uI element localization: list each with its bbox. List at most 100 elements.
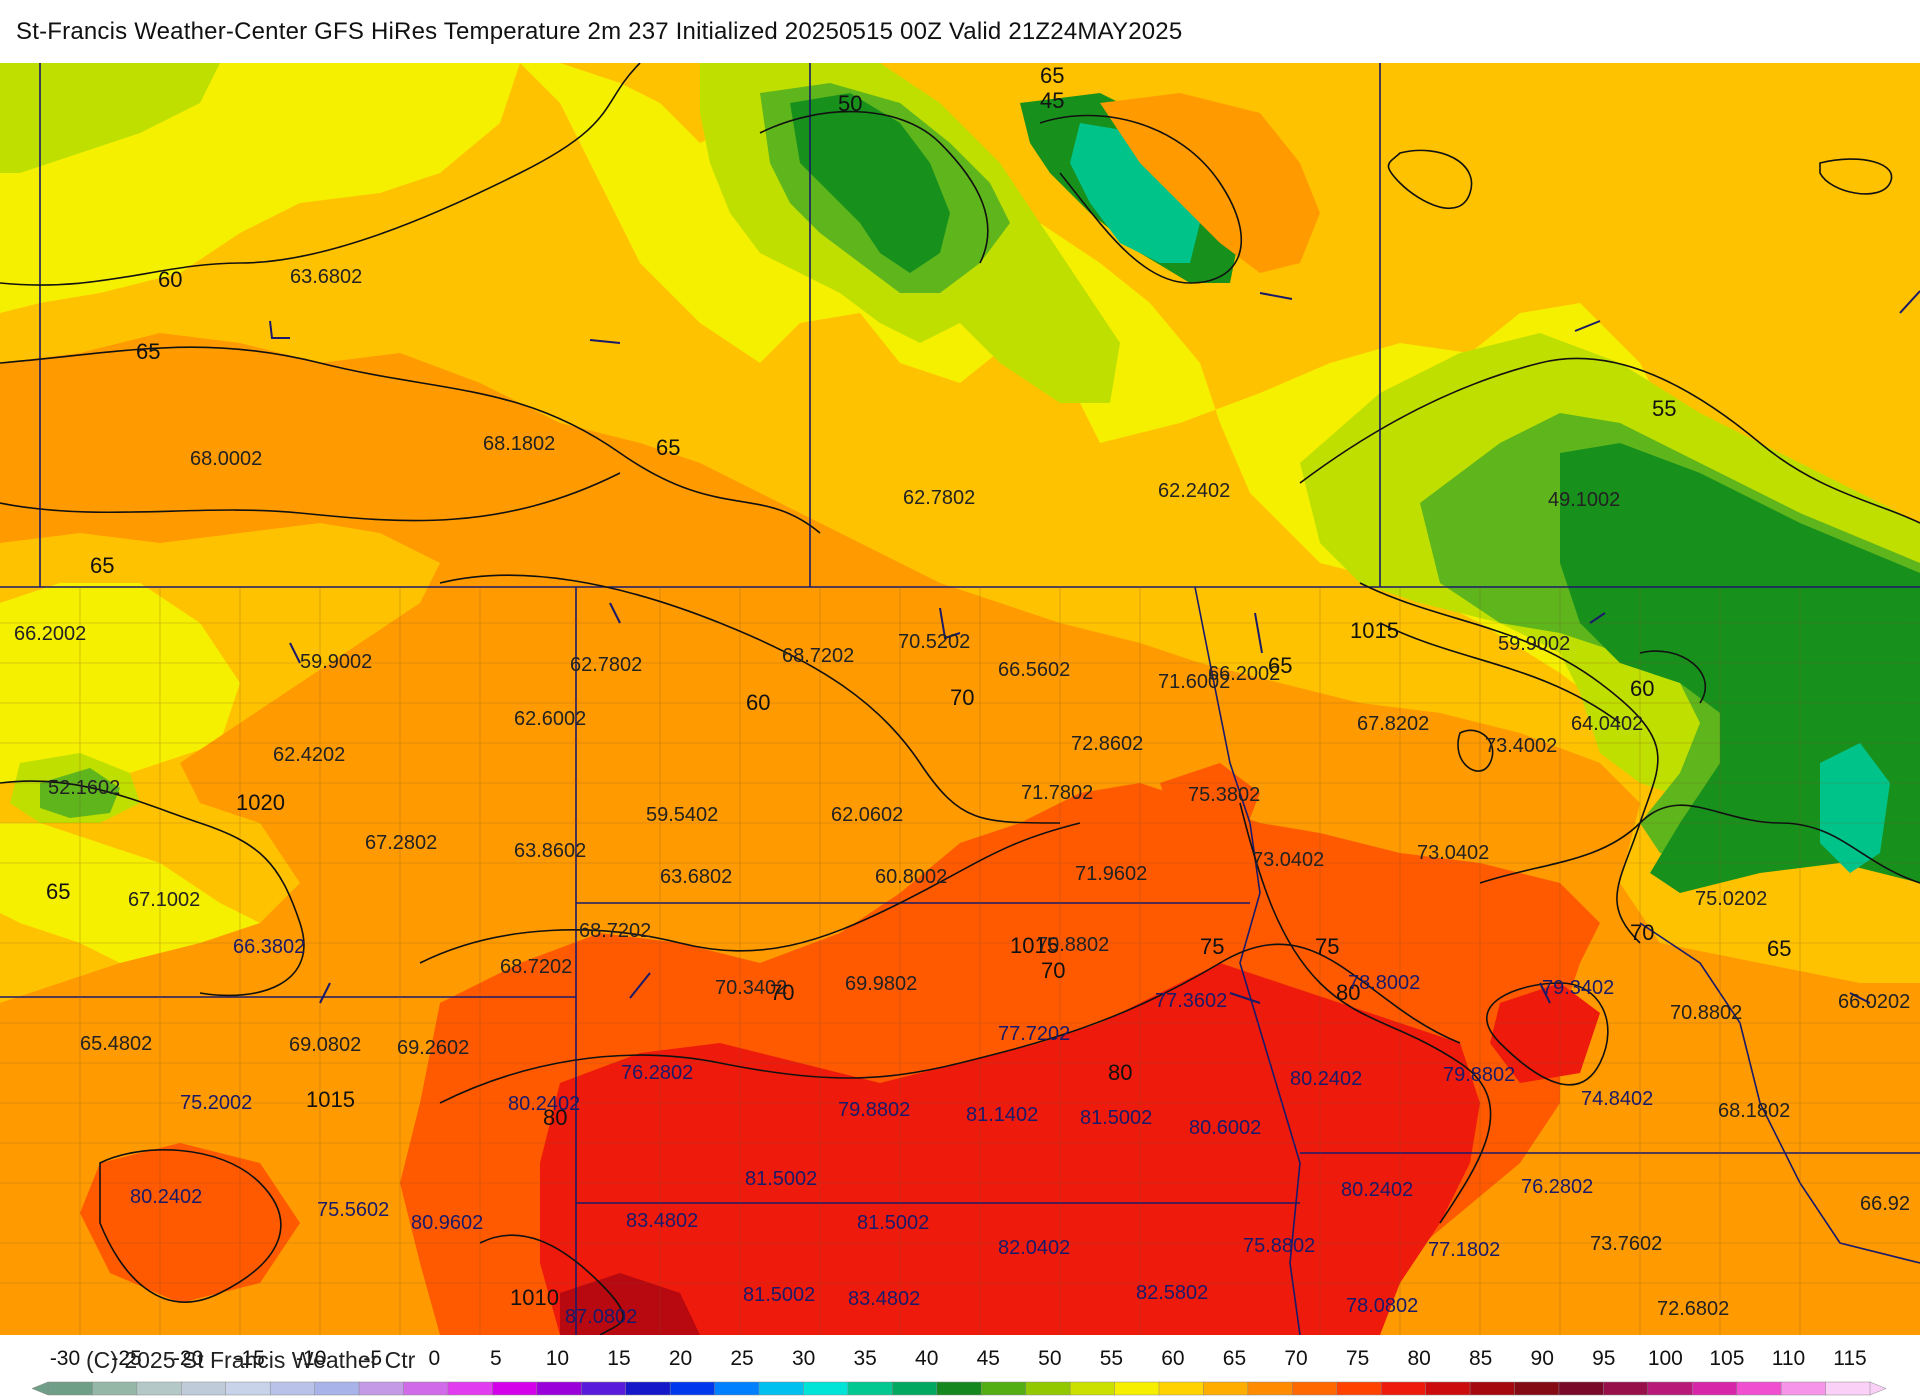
temp-band-80-mid	[1160, 763, 1260, 843]
value-label: 68.7202	[579, 920, 651, 942]
legend-tick-label: 60	[1161, 1347, 1184, 1370]
value-label: 77.1802	[1428, 1239, 1500, 1261]
value-label: 79.8802	[1443, 1064, 1515, 1086]
legend-swatch	[1825, 1381, 1871, 1396]
legend-swatch	[758, 1381, 805, 1396]
isotherm-label: 1015	[1350, 618, 1399, 643]
value-label: 78.0802	[1346, 1295, 1418, 1317]
value-label: 71.6002	[1158, 671, 1230, 693]
legend-tick-label: 45	[977, 1347, 1000, 1370]
value-label: 66.2002	[1208, 663, 1280, 685]
value-label: 52.1602	[48, 777, 120, 799]
value-label: 68.7202	[500, 956, 572, 978]
legend-swatch	[1114, 1381, 1160, 1396]
value-label: 77.7202	[998, 1023, 1070, 1045]
legend-swatch	[1469, 1381, 1516, 1396]
isotherm-label: 70	[1041, 958, 1065, 983]
isotherm-label: 80	[1336, 980, 1360, 1005]
isotherm-label: 65	[1040, 63, 1064, 88]
isotherm-label: 65	[136, 339, 160, 364]
legend-swatch	[492, 1381, 538, 1396]
temp-band-90	[560, 1273, 700, 1335]
value-label: 65.4802	[80, 1033, 152, 1055]
temperature-map: 65 50 45 60 65 65 65 55 60 60 1015 65 70…	[0, 63, 1920, 1335]
value-label: 83.4802	[626, 1210, 698, 1232]
value-label: 68.0002	[190, 448, 262, 470]
isotherm-label: 50	[838, 91, 862, 116]
temp-band-65-west	[0, 583, 240, 783]
legend-tick-label: 95	[1592, 1347, 1615, 1370]
value-label: 70.3402	[715, 977, 787, 999]
legend-swatch	[892, 1381, 938, 1396]
legend-swatch	[625, 1381, 671, 1396]
isotherm-label: 80	[1108, 1060, 1132, 1085]
legend-swatch	[581, 1381, 627, 1396]
value-label: 80.2402	[130, 1186, 202, 1208]
legend-tick-label: 30	[792, 1347, 815, 1370]
isotherm-label: 45	[1040, 88, 1064, 113]
legend-tick-label: 65	[1223, 1347, 1246, 1370]
legend-swatch	[1780, 1381, 1827, 1396]
legend-swatch	[447, 1381, 494, 1396]
isotherm-label: 70	[950, 685, 974, 710]
value-label: 63.8602	[514, 840, 586, 862]
value-label: 67.1002	[128, 889, 200, 911]
isotherm-label: 60	[158, 267, 182, 292]
value-label: 80.2402	[1341, 1179, 1413, 1201]
value-label: 73.4002	[1485, 735, 1557, 757]
legend-swatch	[536, 1381, 583, 1396]
legend-tick-label: -20	[173, 1347, 203, 1370]
value-label: 82.5802	[1136, 1282, 1208, 1304]
isotherm-label: 1015	[1010, 933, 1059, 958]
value-label: 66.3802	[233, 936, 305, 958]
value-label: 79.8802	[838, 1099, 910, 1121]
legend-tick-label: 85	[1469, 1347, 1492, 1370]
color-scale-legend: -30 -25 -20 -15 -10 -5 0 5 10 15 20 25 30 35 40 45 50 55 6…	[31, 1347, 1887, 1396]
value-label: 59.9002	[1498, 633, 1570, 655]
legend-swatch	[1158, 1381, 1205, 1396]
value-label: 62.7802	[570, 654, 642, 676]
value-label: 63.6802	[660, 866, 732, 888]
isotherm-lines	[0, 63, 1920, 1335]
temp-band-85-east	[1490, 983, 1600, 1083]
legend-tick-label: 0	[428, 1347, 440, 1370]
legend-swatch	[1292, 1381, 1338, 1396]
value-label: 76.2802	[1521, 1176, 1593, 1198]
temp-band-50-north	[790, 93, 950, 273]
legend-tick-label: -5	[363, 1347, 382, 1370]
legend-tick-label: 20	[669, 1347, 692, 1370]
isotherm-label: 65	[1767, 936, 1791, 961]
temperature-value-labels: 63.6802 68.0002 68.1802 62.7802 62.2402 …	[14, 266, 1910, 1328]
legend-swatch	[92, 1381, 138, 1396]
legend-swatch	[269, 1381, 316, 1396]
value-label: 78.8002	[1348, 972, 1420, 994]
temp-band-45-east	[1820, 743, 1890, 873]
legend-swatch	[225, 1381, 271, 1396]
value-label: 75.0202	[1695, 888, 1767, 910]
legend-swatch	[1247, 1381, 1294, 1396]
value-label: 67.8202	[1357, 713, 1429, 735]
legend-swatch	[1514, 1381, 1560, 1396]
isotherm-label: 55	[1652, 396, 1676, 421]
legend-swatch	[669, 1381, 716, 1396]
value-label: 68.7202	[782, 645, 854, 667]
legend-tick-label: 80	[1407, 1347, 1430, 1370]
legend-tick-label: 75	[1346, 1347, 1369, 1370]
value-label: 79.3402	[1542, 977, 1614, 999]
wind-barbs	[269, 290, 1920, 1004]
value-label: 68.1802	[1718, 1100, 1790, 1122]
legend-swatch	[1025, 1381, 1071, 1396]
value-label: 59.5402	[646, 804, 718, 826]
value-label: 49.1002	[1548, 489, 1620, 511]
value-label: 82.0402	[998, 1237, 1070, 1259]
legend-tick-labels: -30 -25 -20 -15 -10 -5 0 5 10 15 20 25 30 35 40 45 50 55 6…	[50, 1347, 1867, 1370]
legend-tick-label: -30	[50, 1347, 80, 1370]
temp-band-75-north	[1100, 93, 1320, 273]
temp-band-80-southwest	[80, 1143, 300, 1303]
value-label: 59.9002	[300, 651, 372, 673]
copyright-notice: (C) 2025 St Francis Weather Ctr	[86, 1347, 416, 1373]
legend-swatch	[358, 1381, 405, 1396]
county-grid	[0, 587, 1920, 1335]
value-label: 70.8802	[1670, 1002, 1742, 1024]
value-label: 81.1402	[966, 1104, 1038, 1126]
